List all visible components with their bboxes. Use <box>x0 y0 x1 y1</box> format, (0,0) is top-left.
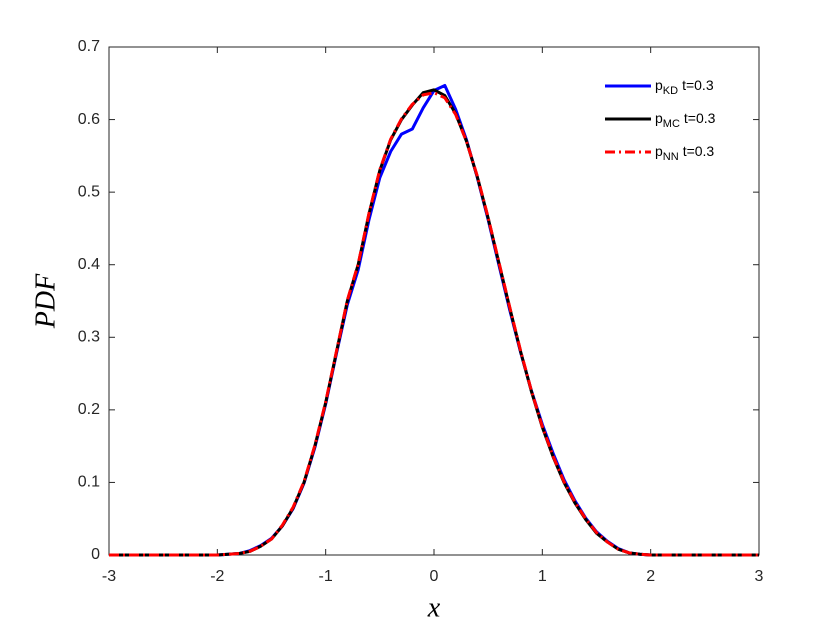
y-tick-label: 0 <box>91 546 100 563</box>
x-tick-label: -1 <box>319 568 333 585</box>
legend-suffix: t=0.3 <box>682 77 714 93</box>
legend-suffix: t=0.3 <box>683 143 715 159</box>
legend-sub: NN <box>663 151 679 163</box>
y-axis-label: PDF <box>30 273 61 329</box>
y-tick-label: 0.7 <box>78 38 100 55</box>
y-tick-label: 0.4 <box>78 256 100 273</box>
legend-label: pMC t=0.3 <box>655 110 716 130</box>
legend-label: pKD t=0.3 <box>655 77 714 97</box>
legend-base: p <box>655 143 663 159</box>
legend-sub: KD <box>663 85 678 97</box>
x-tick-label: 3 <box>755 568 764 585</box>
y-tick-label: 0.2 <box>78 401 100 418</box>
legend-base: p <box>655 110 663 126</box>
legend-suffix: t=0.3 <box>684 110 716 126</box>
plot-frame <box>108 46 760 556</box>
x-tick-label: 0 <box>430 568 439 585</box>
x-axis-label: x <box>427 592 441 623</box>
legend-label: pNN t=0.3 <box>655 143 714 163</box>
y-tick-label: 0.3 <box>78 329 100 346</box>
y-tick-label: 0.6 <box>78 111 100 128</box>
data-line <box>109 91 759 557</box>
x-tick-label: 1 <box>538 568 547 585</box>
y-tick-label: 0.5 <box>78 183 100 200</box>
legend-base: p <box>655 77 663 93</box>
x-tick-label: -2 <box>210 568 224 585</box>
x-tick-label: -3 <box>102 568 116 585</box>
y-tick-label: 0.1 <box>78 474 100 491</box>
legend-sub: MC <box>663 118 680 130</box>
x-tick-label: 2 <box>646 568 655 585</box>
